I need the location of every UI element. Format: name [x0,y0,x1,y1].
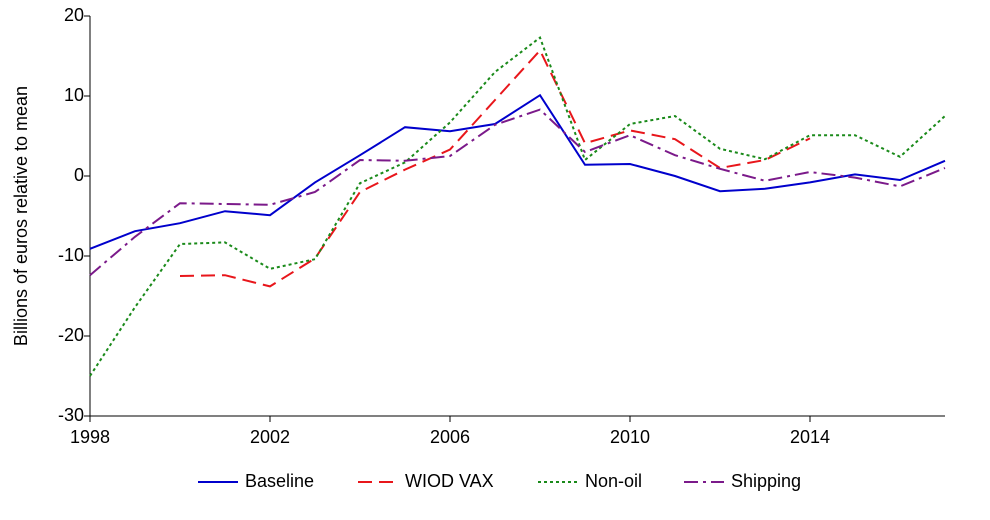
y-tick-label: -20 [58,325,84,345]
y-tick-label: -10 [58,245,84,265]
data-line [89,93,946,250]
x-tick-label: 2006 [430,427,470,447]
legend-label: Non-oil [585,471,642,491]
data-line [89,108,946,276]
data-line [179,48,811,288]
y-axis-label: Billions of euros relative to mean [11,86,31,346]
legend-label: Baseline [245,471,314,491]
y-tick-label: 20 [64,5,84,25]
legend-label: Shipping [731,471,801,491]
y-tick-label: 10 [64,85,84,105]
legend-label: WIOD VAX [405,471,494,491]
data-line [89,35,946,377]
y-tick-label: 0 [74,165,84,185]
x-tick-label: 2010 [610,427,650,447]
y-tick-label: -30 [58,405,84,425]
x-tick-label: 2002 [250,427,290,447]
x-tick-label: 2014 [790,427,830,447]
x-tick-label: 1998 [70,427,110,447]
